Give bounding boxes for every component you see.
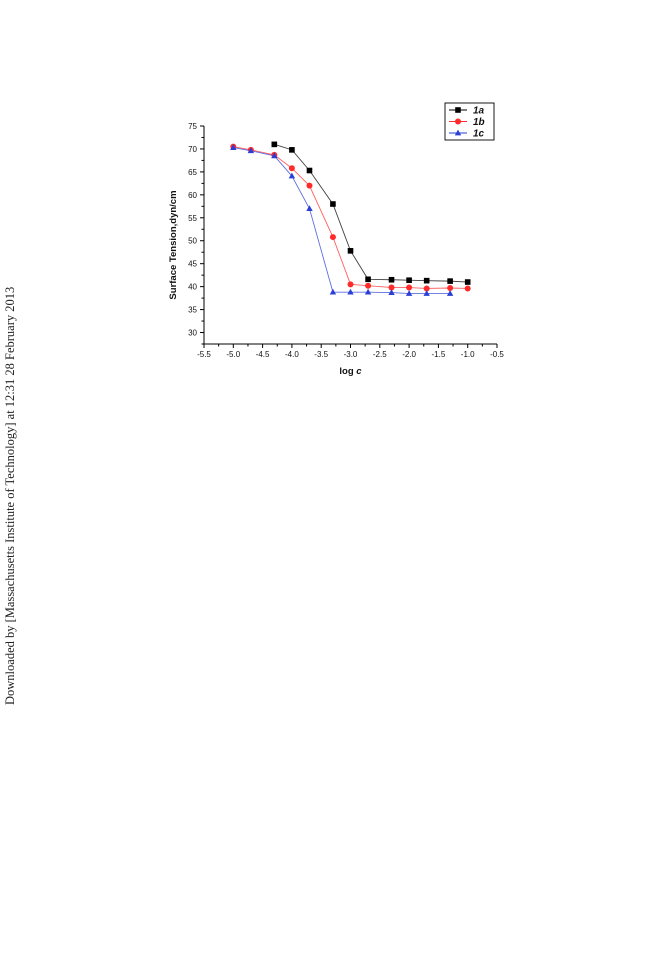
data-point-1c bbox=[329, 288, 337, 295]
data-point-1b bbox=[288, 165, 295, 172]
y-axis-title: Surface Tension,dyn/cm bbox=[168, 190, 179, 299]
x-tick-label: -0.5 bbox=[490, 350, 504, 359]
data-point-1a bbox=[347, 248, 354, 254]
x-axis-title: log c bbox=[339, 366, 362, 377]
data-point-1b bbox=[464, 285, 471, 292]
chart-series-lines bbox=[233, 143, 468, 294]
data-point-1a bbox=[365, 276, 371, 283]
data-point-1a bbox=[289, 147, 295, 153]
y-tick-label: 75 bbox=[188, 122, 197, 131]
legend-marker-1a bbox=[455, 107, 461, 113]
data-point-1c bbox=[364, 288, 372, 295]
x-tick-label: -1.5 bbox=[432, 350, 446, 359]
data-point-1c bbox=[271, 152, 278, 159]
data-point-1a bbox=[306, 167, 313, 174]
y-tick-label: 55 bbox=[188, 214, 197, 223]
chart-ticks: -5.5 -5.0 -4.5 -4.0 -3.5 -3.0 -2.5 -2.0 -1.5 -1.0… bbox=[188, 122, 504, 359]
data-point-1b bbox=[365, 282, 372, 289]
data-point-1b bbox=[447, 285, 454, 292]
x-tick-label: -4.0 bbox=[285, 350, 299, 359]
legend-marker-1c bbox=[454, 129, 462, 136]
data-point-1a bbox=[271, 141, 278, 148]
chart-series-markers bbox=[230, 141, 471, 296]
data-point-1c bbox=[288, 172, 296, 179]
chart-axes bbox=[203, 126, 497, 345]
data-point-1b bbox=[329, 234, 336, 241]
x-tick-label: -1.0 bbox=[461, 350, 475, 359]
data-point-1b bbox=[423, 285, 430, 292]
data-point-1a bbox=[406, 277, 412, 284]
y-tick-label: 60 bbox=[188, 191, 197, 200]
x-tick-label: -2.5 bbox=[373, 350, 387, 359]
data-point-1b bbox=[347, 281, 354, 288]
x-tick-label: -2.0 bbox=[402, 350, 416, 359]
y-tick-label: 65 bbox=[188, 168, 197, 177]
x-tick-label: -5.5 bbox=[197, 350, 211, 359]
y-tick-label: 30 bbox=[188, 329, 197, 338]
data-point-1a bbox=[330, 201, 336, 207]
y-tick-label: 70 bbox=[188, 145, 197, 154]
y-tick-label: 40 bbox=[188, 283, 197, 292]
data-point-1c bbox=[423, 290, 430, 296]
y-tick-label: 45 bbox=[188, 260, 197, 269]
data-point-1c bbox=[446, 290, 454, 296]
x-tick-label: -4.5 bbox=[256, 350, 270, 359]
data-point-1a bbox=[423, 277, 430, 284]
data-point-1b bbox=[306, 182, 313, 189]
y-tick-label: 50 bbox=[188, 237, 197, 246]
data-point-1c bbox=[230, 144, 237, 150]
data-point-1a bbox=[447, 278, 453, 284]
legend-label-1c: 1c bbox=[473, 129, 485, 140]
x-tick-label: -3.0 bbox=[344, 350, 358, 359]
legend-label-1a: 1a bbox=[473, 106, 485, 117]
series-line-1c bbox=[233, 147, 451, 294]
data-point-1b bbox=[388, 284, 395, 291]
data-point-1c bbox=[388, 289, 395, 295]
data-point-1a bbox=[388, 276, 395, 283]
series-line-1a bbox=[274, 143, 468, 283]
data-point-1b bbox=[406, 284, 413, 291]
data-point-1c bbox=[247, 147, 255, 154]
legend-label-1b: 1b bbox=[473, 117, 485, 128]
x-tick-label: -3.5 bbox=[314, 350, 328, 359]
data-point-1c bbox=[306, 205, 313, 212]
data-point-1c bbox=[405, 290, 413, 296]
data-point-1c bbox=[347, 288, 354, 295]
legend-marker-1b bbox=[455, 118, 461, 125]
x-tick-label: -5.0 bbox=[226, 350, 240, 359]
series-line-1b bbox=[233, 146, 468, 289]
y-tick-label: 35 bbox=[188, 306, 197, 315]
data-point-1a bbox=[464, 279, 471, 285]
